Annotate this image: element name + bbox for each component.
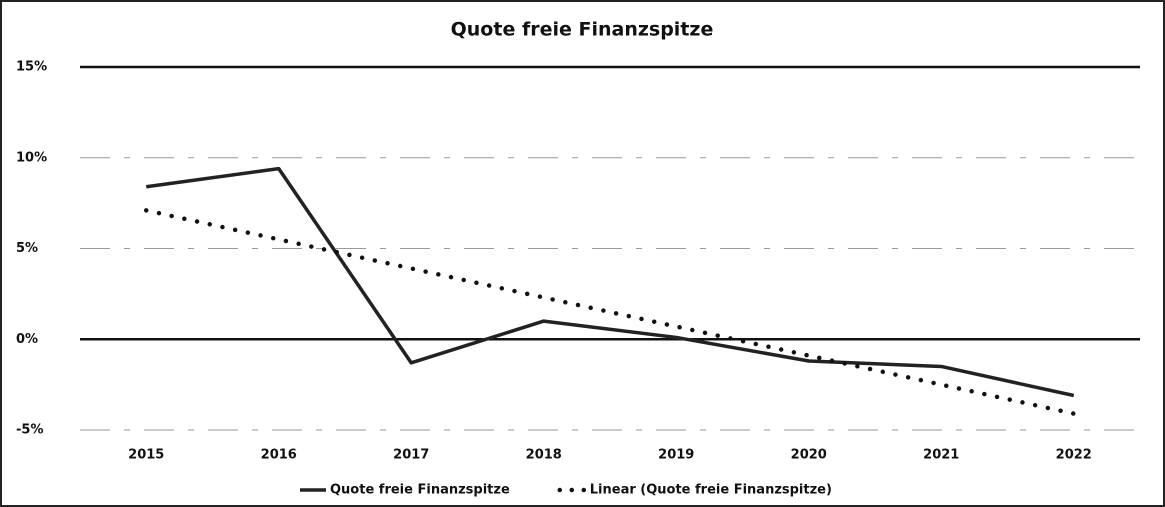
x-tick-label: 2015 bbox=[128, 448, 164, 463]
y-tick-label: 15% bbox=[16, 60, 47, 75]
x-tick-label: 2017 bbox=[393, 448, 429, 463]
x-tick-label: 2018 bbox=[526, 448, 562, 463]
legend-label: Quote freie Finanzspitze bbox=[330, 483, 510, 498]
series-line bbox=[146, 166, 1075, 398]
y-tick-label: -5% bbox=[16, 423, 43, 438]
y-tick-label: 5% bbox=[16, 241, 38, 256]
series-line bbox=[144, 208, 1076, 416]
x-tick-label: 2019 bbox=[658, 448, 694, 463]
legend-label: Linear (Quote freie Finanzspitze) bbox=[590, 483, 832, 498]
y-tick-label: 0% bbox=[16, 332, 38, 347]
y-tick-label: 10% bbox=[16, 150, 47, 165]
x-tick-label: 2016 bbox=[261, 448, 297, 463]
chart-title: Quote freie Finanzspitze bbox=[451, 19, 714, 41]
x-tick-label: 2020 bbox=[791, 448, 827, 463]
x-tick-label: 2022 bbox=[1056, 448, 1092, 463]
x-tick-label: 2021 bbox=[923, 448, 959, 463]
